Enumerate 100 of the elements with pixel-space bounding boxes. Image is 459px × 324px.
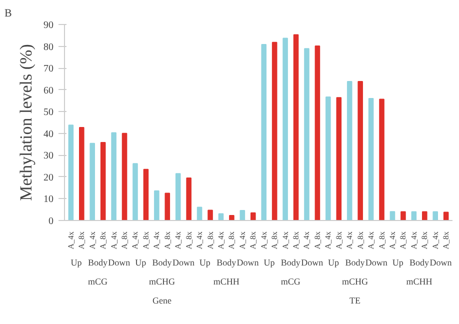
x-tick-label: A_8x — [141, 231, 150, 250]
bar — [218, 213, 224, 220]
bar — [164, 192, 170, 220]
text: Down — [236, 258, 260, 268]
text: mCG — [280, 276, 301, 286]
y-axis-title: Methylation levels (%) — [16, 44, 36, 201]
x-tick-label: A_4x — [66, 231, 76, 250]
x-tick-label: A_8x — [206, 231, 215, 250]
text: Up — [392, 258, 404, 268]
bar — [390, 211, 396, 220]
x-tick-label: A_4x — [195, 231, 204, 250]
x-tick-label: A_4x — [280, 231, 290, 250]
text: Down — [172, 258, 195, 268]
y-tick-label: 60 — [44, 85, 54, 96]
x-tick-label: A_8x — [77, 231, 86, 250]
bar — [90, 142, 96, 220]
bar — [250, 212, 256, 220]
bar — [358, 81, 363, 220]
x-tick-label: A_4x — [259, 231, 268, 250]
text: Body — [345, 258, 366, 268]
bar — [186, 178, 192, 220]
x-tick-label: A_4x — [238, 231, 247, 250]
y-tick-label: 90 — [44, 20, 54, 31]
text: mCHG — [342, 276, 368, 286]
x-tick-label: A_4x — [174, 231, 183, 250]
bar — [368, 98, 374, 220]
bar — [400, 211, 406, 220]
text: Body — [216, 258, 237, 268]
x-tick-label: A_4x — [324, 231, 333, 250]
text: Down — [301, 258, 324, 268]
bar — [443, 212, 449, 220]
bar — [79, 127, 84, 220]
text: Up — [199, 258, 211, 268]
x-tick-label: A_8x — [356, 231, 365, 250]
y-tick-label: 70 — [44, 64, 54, 75]
text: mCG — [88, 276, 108, 286]
bar — [422, 211, 428, 220]
text: mCHH — [213, 276, 240, 286]
y-tick-label: 50 — [44, 107, 54, 118]
x-tick-label: A_4x — [302, 231, 312, 250]
text: mCHG — [149, 276, 176, 286]
text: Down — [108, 258, 131, 268]
bar — [379, 98, 384, 220]
x-tick-label: A_4x — [152, 231, 162, 250]
bar — [154, 190, 160, 220]
y-tick-label: 20 — [44, 172, 54, 184]
x-tick-label: A_8x — [248, 231, 258, 250]
text: Body — [280, 258, 301, 268]
y-tick-label: 80 — [44, 42, 54, 53]
text: Body — [410, 258, 430, 268]
x-tick-label: A_8x — [292, 231, 301, 250]
x-tick-label: A_4x — [109, 231, 118, 250]
y-tick-label: 0 — [48, 216, 54, 227]
bar — [432, 211, 438, 220]
bar — [293, 34, 299, 220]
bar — [132, 163, 138, 220]
bar — [326, 96, 331, 220]
x-tick-label: A_8x — [270, 231, 280, 250]
x-tick-label: A_4x — [409, 231, 418, 250]
y-tick-label: 40 — [44, 128, 54, 140]
text: mCHH — [406, 276, 433, 286]
bar — [304, 48, 310, 220]
y-tick-label: 10 — [44, 194, 54, 206]
text: Up — [328, 258, 340, 268]
bar — [314, 46, 320, 220]
bar — [208, 210, 213, 220]
text: Down — [365, 258, 388, 268]
x-tick-label: A_8x — [227, 231, 236, 250]
bar — [122, 132, 128, 220]
x-tick-label: A_8x — [334, 231, 344, 250]
bar — [261, 44, 267, 220]
x-tick-label: A_8x — [312, 231, 322, 250]
bar — [229, 214, 234, 220]
bar — [143, 168, 149, 220]
text: Body — [152, 258, 172, 268]
x-tick-label: A_8x — [420, 231, 430, 250]
x-tick-label: A_4x — [130, 231, 140, 250]
x-tick-label: A_8x — [184, 231, 194, 250]
bar — [111, 132, 116, 220]
text: Up — [70, 258, 82, 268]
bar — [196, 206, 202, 220]
x-tick-label: A_8x — [377, 231, 386, 250]
bar — [100, 142, 106, 220]
bar — [175, 173, 181, 220]
x-tick-label: A_8x — [398, 231, 408, 250]
bar — [336, 97, 342, 220]
text: TE — [349, 296, 361, 306]
x-tick-label: A_4x — [366, 231, 376, 250]
text: Body — [88, 258, 108, 268]
x-tick-label: A_4x — [388, 231, 397, 250]
bar — [68, 124, 74, 220]
x-tick-label: A_8x — [162, 231, 172, 250]
bar — [346, 81, 352, 220]
x-tick-label: A_8x — [98, 231, 108, 250]
x-tick-label: A_4x — [88, 231, 97, 250]
x-tick-label: A_4x — [345, 231, 354, 250]
text: Up — [264, 258, 276, 268]
text: Up — [135, 258, 147, 268]
x-tick-label: A_8x — [442, 231, 451, 250]
y-tick-label: 30 — [44, 150, 54, 162]
